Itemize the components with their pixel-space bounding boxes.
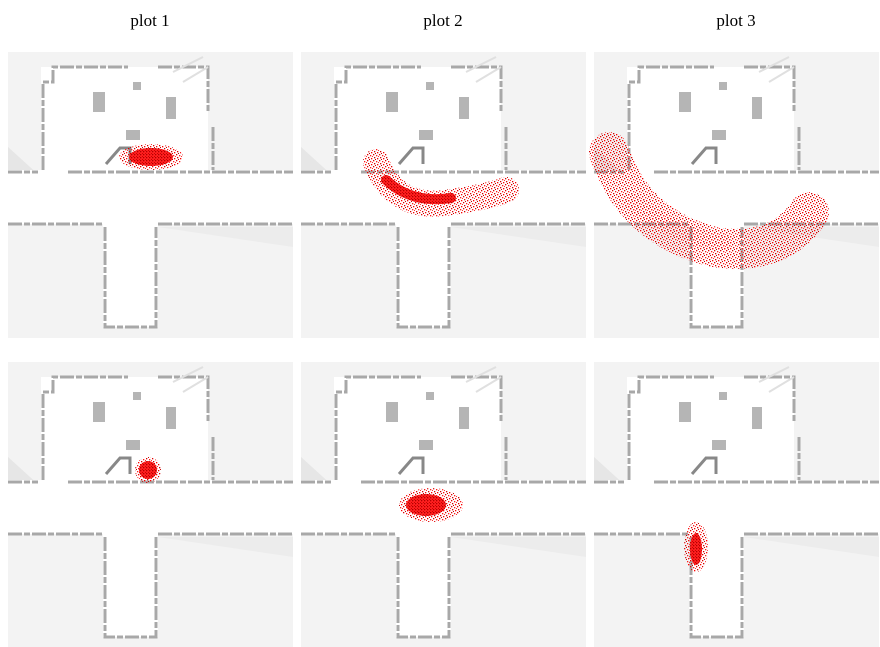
figure: plot 1 plot 2 plot 3	[0, 0, 880, 647]
column-title: plot 3	[716, 11, 755, 30]
panel	[8, 52, 293, 338]
panel	[594, 362, 879, 647]
page: plot 1 plot 2 plot 3 (() => { const data…	[0, 0, 880, 647]
panel	[301, 52, 586, 338]
panel	[8, 362, 293, 647]
panel	[301, 362, 586, 647]
panel	[594, 52, 879, 338]
column-title: plot 1	[130, 11, 169, 30]
column-title: plot 2	[423, 11, 462, 30]
